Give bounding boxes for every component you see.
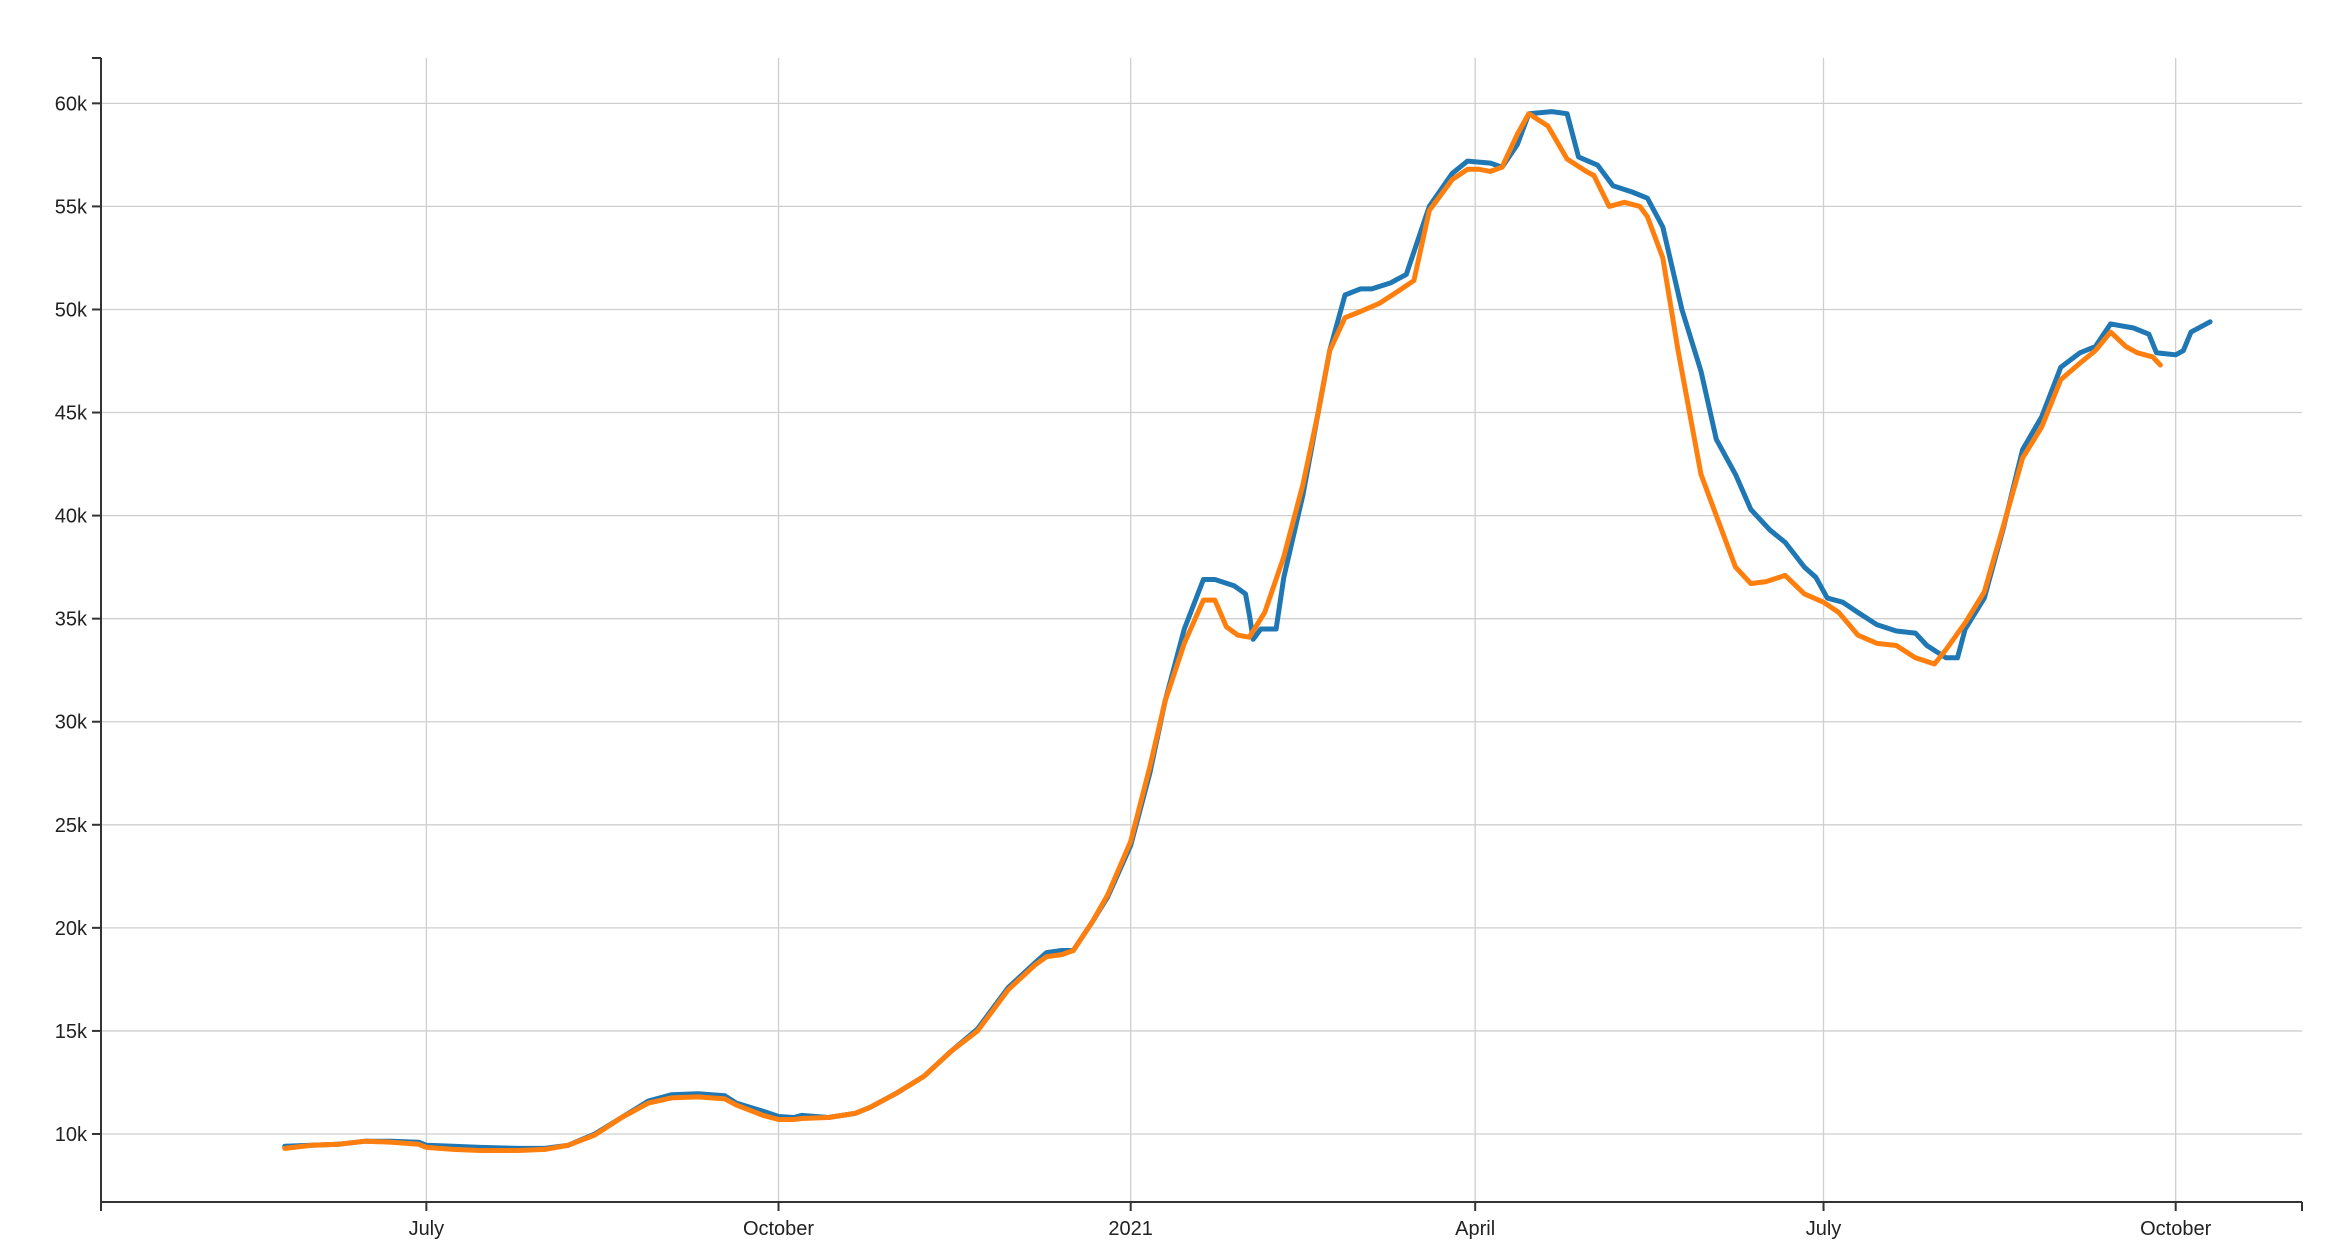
y-tick-label: 50k xyxy=(55,299,88,321)
series-2-line xyxy=(282,111,2163,1153)
y-tick-label: 55k xyxy=(55,196,88,218)
y-tick-label: 20k xyxy=(55,918,88,940)
y-tick-label: 30k xyxy=(55,712,88,734)
x-tick-label: April xyxy=(1455,1218,1495,1240)
series-1-line xyxy=(282,109,2213,1151)
series-layer xyxy=(282,109,2213,1153)
y-tick-label: 25k xyxy=(55,815,88,837)
x-tick-label: October xyxy=(743,1218,814,1240)
y-tick-label: 45k xyxy=(55,403,88,425)
vertical-gridlines xyxy=(425,58,2177,1202)
y-tick-label: 10k xyxy=(55,1124,88,1146)
y-tick-label: 40k xyxy=(55,506,88,528)
x-tick-label: 2021 xyxy=(1108,1218,1153,1240)
x-tick-label: July xyxy=(409,1218,445,1240)
x-tick-label: July xyxy=(1806,1218,1842,1240)
axes: July October 2021 April July October 10k 15k 20k… xyxy=(55,57,2303,1240)
y-tick-label: 60k xyxy=(55,93,88,115)
horizontal-gridlines xyxy=(101,102,2302,1135)
x-tick-label: October xyxy=(2140,1218,2211,1240)
y-tick-label: 35k xyxy=(55,609,88,631)
y-tick-label: 15k xyxy=(55,1021,88,1043)
